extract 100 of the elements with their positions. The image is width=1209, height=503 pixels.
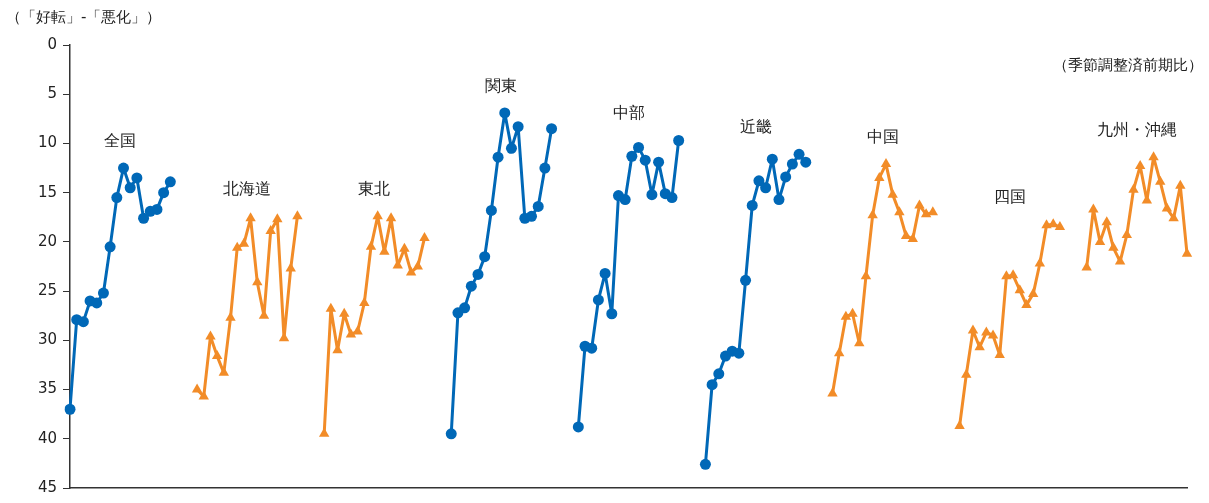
point <box>974 341 985 351</box>
point <box>245 212 256 222</box>
point <box>706 379 718 391</box>
point <box>252 276 263 286</box>
y-tick-label: 15 <box>37 182 57 201</box>
point <box>880 158 892 168</box>
point <box>1161 202 1173 212</box>
point <box>1034 257 1046 267</box>
point <box>760 182 772 194</box>
point <box>1021 298 1032 308</box>
point <box>151 203 163 215</box>
point <box>840 310 852 320</box>
point <box>265 225 276 235</box>
point <box>746 199 758 211</box>
point <box>639 154 651 166</box>
point <box>365 240 377 250</box>
series-label: 北海道 <box>223 179 272 199</box>
point <box>887 188 898 198</box>
point <box>138 212 150 224</box>
point <box>793 148 805 160</box>
point <box>1121 229 1132 238</box>
point <box>412 260 424 270</box>
point <box>1108 241 1119 251</box>
point <box>867 209 878 219</box>
point <box>232 241 243 251</box>
point <box>1128 183 1139 193</box>
point <box>1114 255 1126 265</box>
point <box>753 175 765 187</box>
y-tick-label: 45 <box>37 477 57 496</box>
point <box>131 172 143 184</box>
y-tick-label: 25 <box>37 281 57 299</box>
point <box>505 142 517 154</box>
point <box>786 158 798 170</box>
point <box>766 153 778 165</box>
series-label: 九州・沖縄 <box>1096 120 1177 140</box>
point <box>124 182 136 194</box>
point <box>1027 288 1039 298</box>
point <box>1168 212 1179 222</box>
point <box>646 189 658 201</box>
point <box>1014 284 1025 294</box>
point <box>1101 216 1112 226</box>
point <box>733 347 745 359</box>
point <box>459 302 471 314</box>
point <box>1134 160 1146 170</box>
point <box>633 141 645 153</box>
point <box>405 266 417 276</box>
point <box>472 268 484 280</box>
point <box>205 330 216 340</box>
point <box>773 194 785 206</box>
point <box>546 123 558 135</box>
point <box>539 162 551 174</box>
point <box>800 156 812 168</box>
point <box>961 368 972 378</box>
point <box>164 176 176 188</box>
point <box>104 241 116 253</box>
point <box>713 368 725 380</box>
point <box>572 421 584 433</box>
point <box>385 212 397 222</box>
point <box>780 171 792 183</box>
point <box>599 267 611 279</box>
point <box>592 294 604 306</box>
point <box>874 171 885 181</box>
point <box>526 210 538 222</box>
point <box>987 329 999 339</box>
point <box>158 187 170 199</box>
point <box>907 232 918 242</box>
point <box>492 151 504 163</box>
point <box>666 192 678 204</box>
point <box>445 428 457 440</box>
y-tick-label: 20 <box>37 231 57 250</box>
point <box>118 162 130 174</box>
point <box>111 192 123 204</box>
point <box>64 403 76 415</box>
point <box>485 204 497 216</box>
point <box>606 308 618 320</box>
point <box>1155 175 1166 185</box>
point <box>1148 151 1159 161</box>
point <box>97 287 109 299</box>
series-label: 東北 <box>358 179 391 199</box>
y-tick-label: 0 <box>47 34 57 53</box>
y-tick-label: 35 <box>37 379 57 398</box>
point <box>91 297 103 309</box>
y-tick-label: 5 <box>47 84 57 103</box>
y-tick-label: 40 <box>37 428 57 447</box>
point <box>894 206 905 216</box>
point <box>292 210 303 220</box>
point <box>399 242 410 252</box>
point <box>740 274 752 286</box>
series-label: 中国 <box>866 127 899 147</box>
series-label: 四国 <box>993 187 1026 207</box>
point <box>339 307 350 317</box>
point <box>967 324 979 334</box>
point <box>372 210 383 220</box>
series-label: 中部 <box>612 103 645 123</box>
y-tick-label: 10 <box>37 133 57 152</box>
series-label: 近畿 <box>739 117 772 137</box>
point <box>238 237 250 247</box>
point <box>211 350 223 360</box>
annotation: （季節調整済前期比） <box>1053 56 1203 74</box>
series-label: 全国 <box>104 131 137 151</box>
